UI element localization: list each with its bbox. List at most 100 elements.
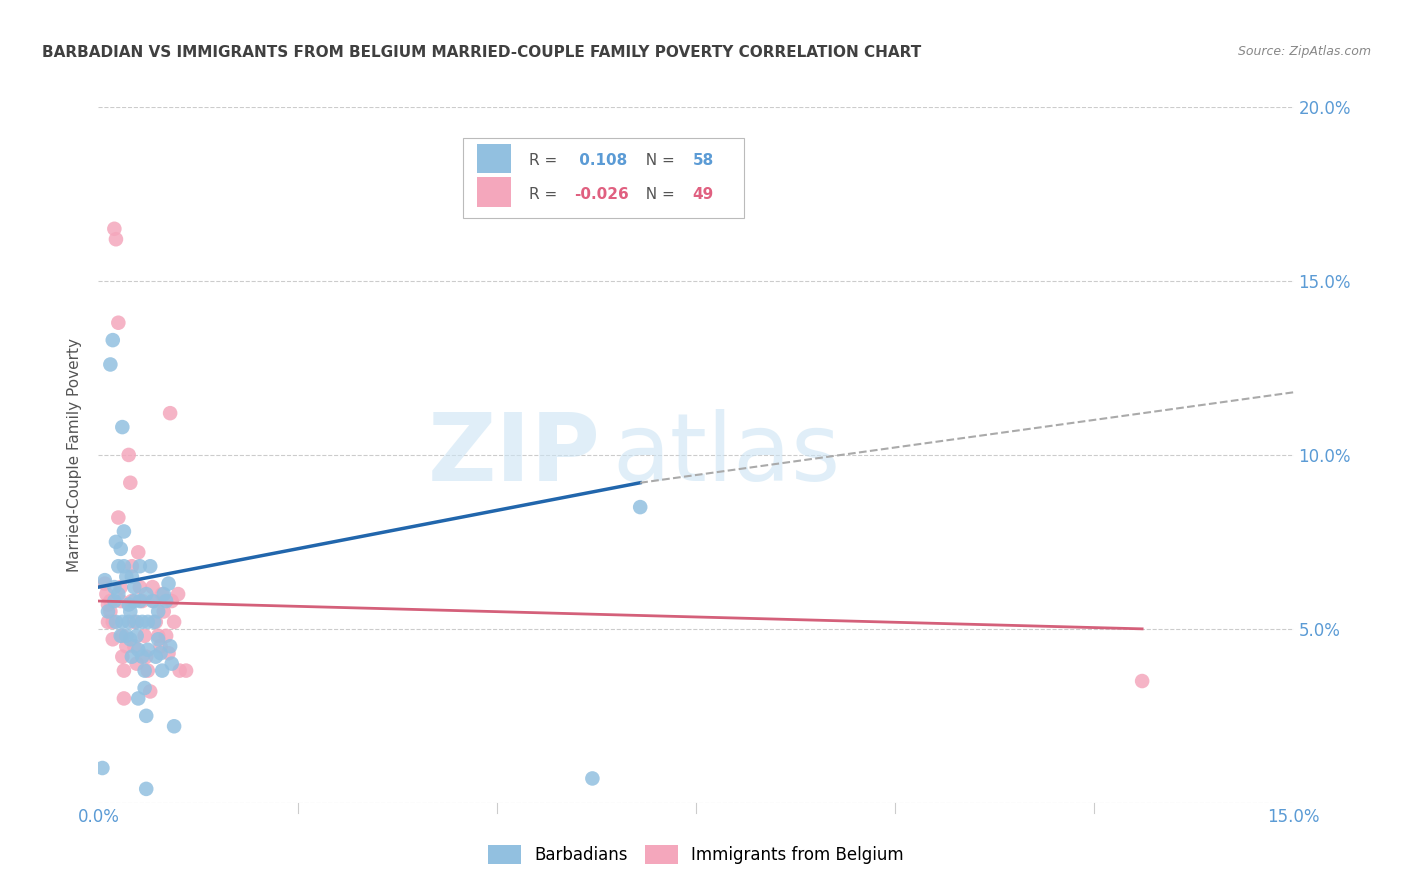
Point bbox=[148, 632, 170, 647]
Point bbox=[124, 615, 146, 629]
Point bbox=[110, 594, 132, 608]
Point bbox=[101, 333, 124, 347]
Point bbox=[110, 541, 132, 556]
Point bbox=[581, 772, 603, 786]
Text: Source: ZipAtlas.com: Source: ZipAtlas.com bbox=[1237, 45, 1371, 58]
Point bbox=[145, 649, 167, 664]
Text: R =: R = bbox=[529, 153, 562, 168]
Point bbox=[163, 615, 186, 629]
Point bbox=[104, 615, 127, 629]
Point bbox=[163, 719, 186, 733]
Point bbox=[112, 524, 135, 539]
Point bbox=[157, 576, 180, 591]
Text: N =: N = bbox=[637, 153, 681, 168]
Point bbox=[107, 316, 129, 330]
Point bbox=[111, 420, 134, 434]
Point bbox=[121, 594, 143, 608]
Point bbox=[103, 580, 125, 594]
Point bbox=[628, 500, 651, 514]
Point bbox=[167, 587, 190, 601]
Point bbox=[128, 559, 150, 574]
Point bbox=[139, 684, 162, 698]
Point bbox=[96, 587, 118, 601]
Point bbox=[124, 594, 146, 608]
Point bbox=[135, 587, 157, 601]
Point bbox=[125, 615, 148, 629]
Point bbox=[120, 475, 142, 490]
Point bbox=[98, 605, 122, 619]
Text: 58: 58 bbox=[692, 153, 714, 168]
Point bbox=[121, 559, 143, 574]
Point bbox=[157, 646, 180, 660]
Legend: Barbadians, Immigrants from Belgium: Barbadians, Immigrants from Belgium bbox=[481, 838, 911, 871]
Point bbox=[121, 570, 143, 584]
Point bbox=[159, 639, 181, 653]
Point bbox=[143, 594, 166, 608]
Point bbox=[152, 605, 174, 619]
Point bbox=[149, 646, 172, 660]
Point bbox=[1130, 674, 1153, 689]
Point bbox=[131, 594, 153, 608]
Y-axis label: Married-Couple Family Poverty: Married-Couple Family Poverty bbox=[67, 338, 83, 572]
Point bbox=[112, 664, 135, 678]
Point bbox=[121, 649, 143, 664]
Point bbox=[135, 708, 157, 723]
Point bbox=[110, 580, 132, 594]
Point bbox=[112, 559, 135, 574]
Point bbox=[111, 615, 134, 629]
Point bbox=[97, 615, 120, 629]
Point bbox=[148, 629, 170, 643]
Point bbox=[142, 580, 165, 594]
Point bbox=[148, 605, 170, 619]
Point bbox=[160, 657, 183, 671]
Point bbox=[103, 594, 125, 608]
Point bbox=[94, 573, 117, 587]
Text: BARBADIAN VS IMMIGRANTS FROM BELGIUM MARRIED-COUPLE FAMILY POVERTY CORRELATION C: BARBADIAN VS IMMIGRANTS FROM BELGIUM MAR… bbox=[42, 45, 921, 60]
Point bbox=[159, 406, 181, 420]
Point bbox=[97, 598, 120, 612]
Point bbox=[125, 629, 148, 643]
Point bbox=[150, 587, 173, 601]
Point bbox=[97, 605, 120, 619]
Point bbox=[174, 664, 197, 678]
Point bbox=[107, 559, 129, 574]
Text: ZIP: ZIP bbox=[427, 409, 600, 501]
Point bbox=[107, 510, 129, 524]
Point bbox=[101, 632, 124, 647]
Point bbox=[131, 615, 153, 629]
Point bbox=[118, 448, 141, 462]
Point bbox=[101, 615, 124, 629]
Point bbox=[115, 629, 138, 643]
Point bbox=[98, 594, 122, 608]
Point bbox=[128, 594, 150, 608]
Point bbox=[128, 580, 150, 594]
Point bbox=[127, 642, 149, 657]
Text: 0.108: 0.108 bbox=[574, 153, 627, 168]
Point bbox=[115, 639, 138, 653]
Point bbox=[111, 649, 134, 664]
Text: -0.026: -0.026 bbox=[574, 186, 628, 202]
Point bbox=[143, 615, 166, 629]
Point bbox=[169, 664, 191, 678]
Text: N =: N = bbox=[637, 186, 681, 202]
Point bbox=[120, 632, 142, 647]
Point bbox=[136, 642, 159, 657]
Text: R =: R = bbox=[529, 186, 562, 202]
Point bbox=[142, 594, 165, 608]
Point bbox=[136, 615, 159, 629]
Point bbox=[152, 587, 174, 601]
Point bbox=[103, 221, 125, 235]
Point bbox=[131, 649, 153, 664]
Point bbox=[139, 559, 162, 574]
Point bbox=[124, 580, 146, 594]
Point bbox=[135, 781, 157, 796]
Bar bbox=[477, 178, 510, 207]
Point bbox=[110, 629, 132, 643]
Point bbox=[104, 534, 127, 549]
Bar bbox=[477, 144, 510, 173]
Point bbox=[134, 681, 156, 695]
Point bbox=[120, 605, 142, 619]
Point bbox=[91, 761, 114, 775]
Point bbox=[127, 691, 149, 706]
Point bbox=[94, 576, 117, 591]
